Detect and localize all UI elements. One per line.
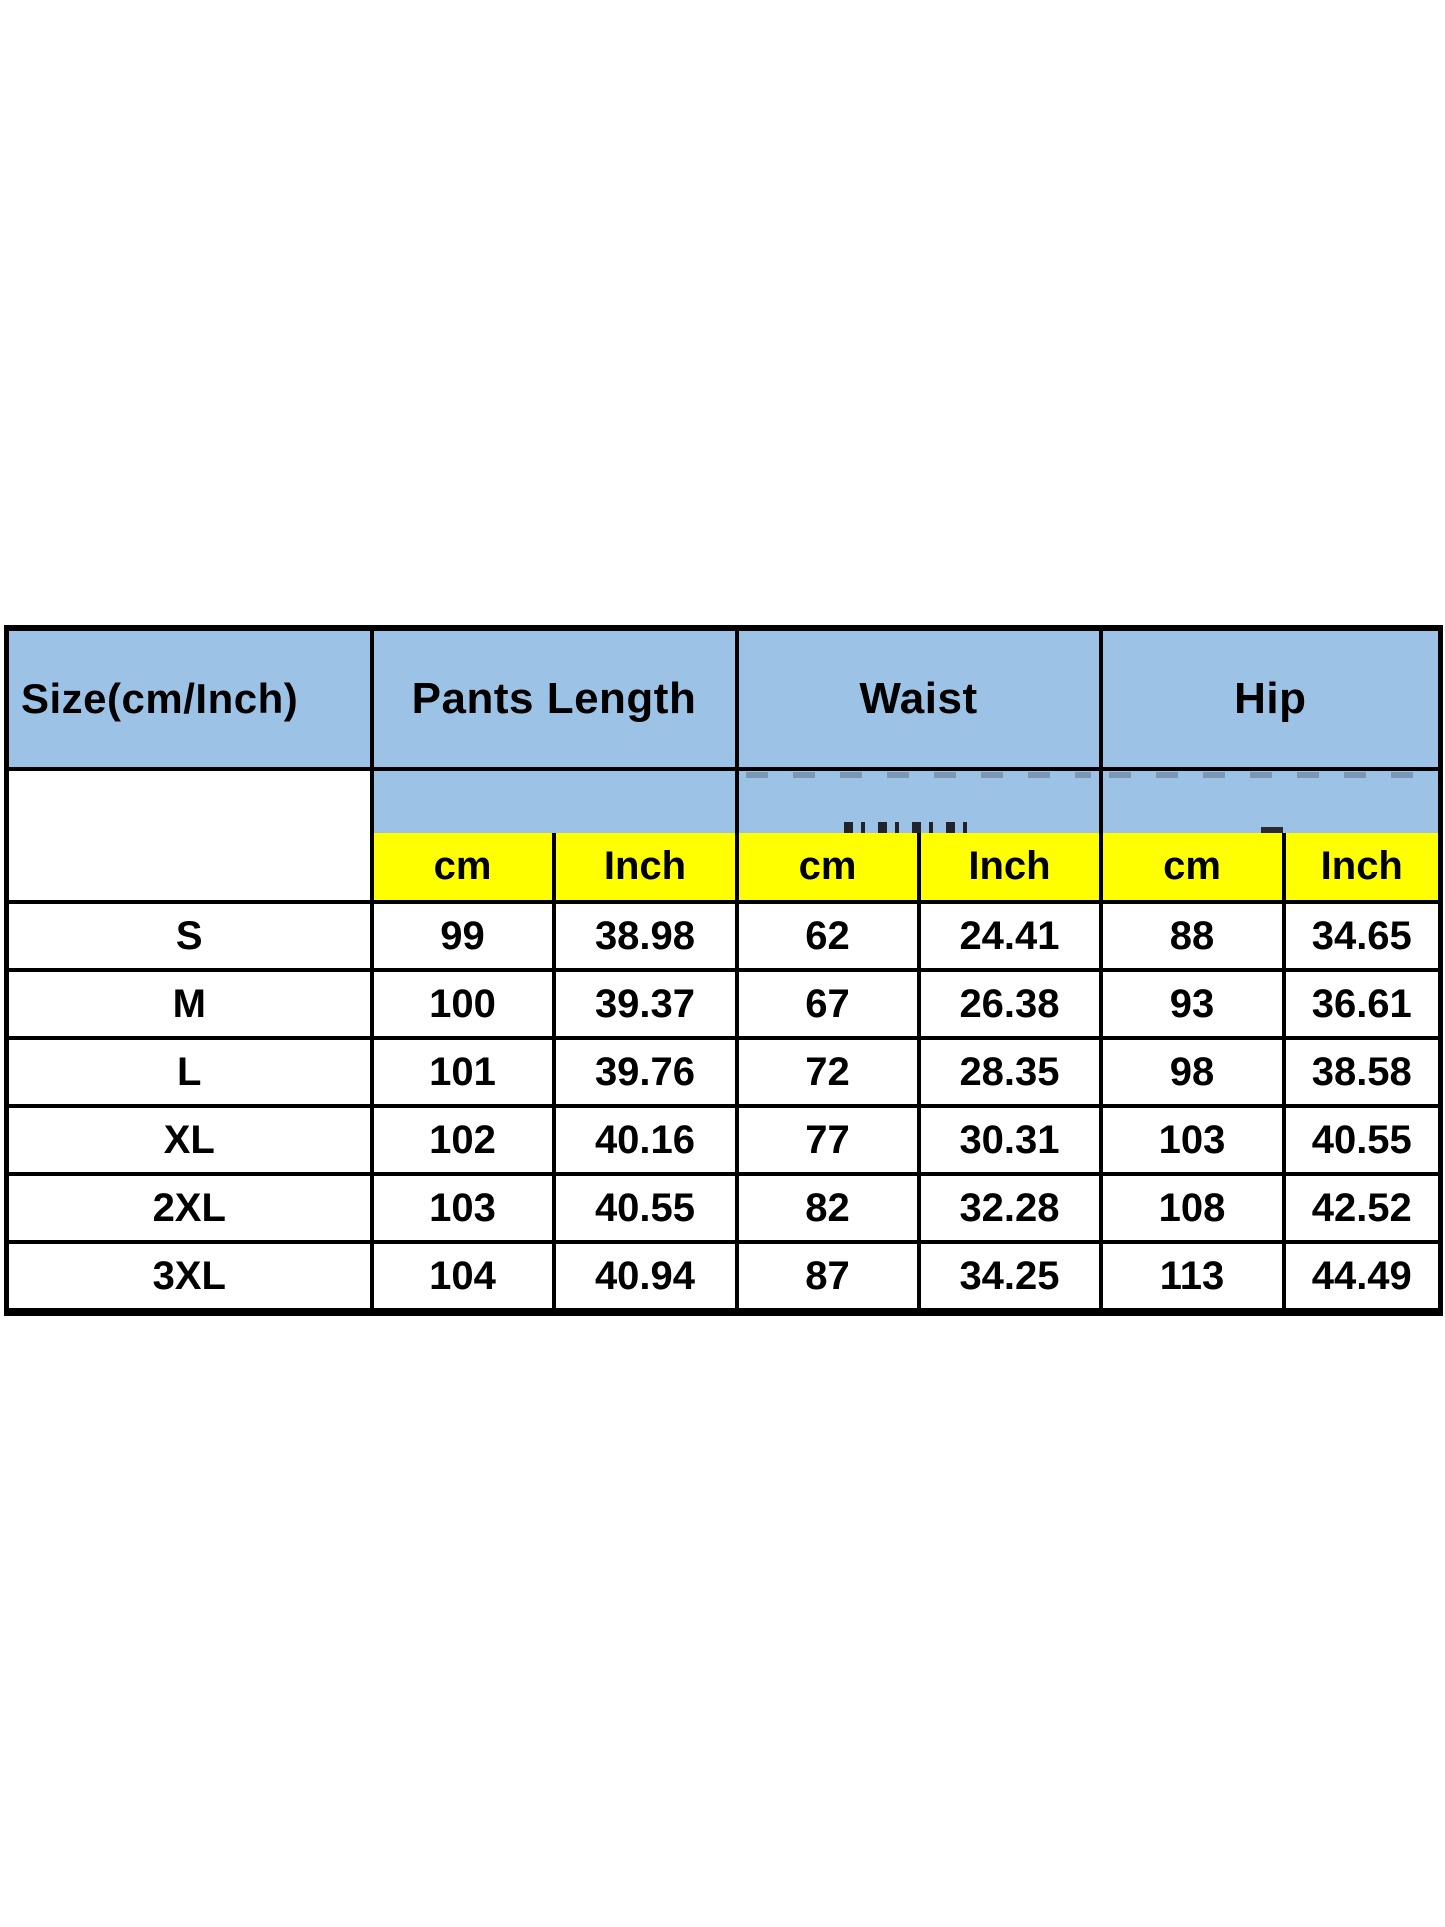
unit-cell-waist-cm: cm <box>734 833 921 904</box>
clipped-text-artifact <box>1260 827 1283 833</box>
value-cell: 67 <box>734 968 921 1040</box>
value-cell: 108 <box>1098 1172 1286 1244</box>
size-cell: S <box>4 900 374 972</box>
blue-band-hip <box>1098 767 1443 833</box>
size-header-cell: Size(cm/Inch) <box>4 626 374 771</box>
unit-cell-hip-cm: cm <box>1098 833 1286 904</box>
value-cell: 101 <box>369 1036 556 1108</box>
size-cell: XL <box>4 1104 374 1176</box>
group-header-hip: Hip <box>1098 626 1443 771</box>
unit-cell-hip-inch: Inch <box>1282 833 1443 904</box>
clipped-text-artifact <box>843 822 969 833</box>
value-cell: 38.98 <box>552 900 739 972</box>
value-cell: 93 <box>1098 968 1286 1040</box>
size-cell: L <box>4 1036 374 1108</box>
value-cell: 98 <box>1098 1036 1286 1108</box>
value-cell: 103 <box>1098 1104 1286 1176</box>
blue-band-waist <box>734 767 1103 833</box>
unit-cell-pants-inch: Inch <box>552 833 739 904</box>
value-cell: 100 <box>369 968 556 1040</box>
value-cell: 87 <box>734 1240 921 1314</box>
table-row-l: L 101 39.76 72 28.35 98 38.58 <box>4 1036 1443 1108</box>
compression-smudge <box>1109 773 1432 778</box>
value-cell: 82 <box>734 1172 921 1244</box>
value-cell: 30.31 <box>917 1104 1103 1176</box>
value-cell: 99 <box>369 900 556 972</box>
value-cell: 104 <box>369 1240 556 1314</box>
value-cell: 42.52 <box>1282 1172 1443 1244</box>
value-cell: 26.38 <box>917 968 1103 1040</box>
value-cell: 28.35 <box>917 1036 1103 1108</box>
blue-band-pants-length <box>369 767 739 833</box>
value-cell: 113 <box>1098 1240 1286 1314</box>
value-cell: 36.61 <box>1282 968 1443 1040</box>
value-cell: 103 <box>369 1172 556 1244</box>
compression-smudge <box>745 773 1092 778</box>
value-cell: 40.16 <box>552 1104 739 1176</box>
value-cell: 32.28 <box>917 1172 1103 1244</box>
value-cell: 34.65 <box>1282 900 1443 972</box>
group-header-pants-length: Pants Length <box>369 626 739 771</box>
value-cell: 72 <box>734 1036 921 1108</box>
size-cell: M <box>4 968 374 1040</box>
value-cell: 34.25 <box>917 1240 1103 1314</box>
value-cell: 24.41 <box>917 900 1103 972</box>
value-cell: 40.55 <box>1282 1104 1443 1176</box>
table-row-m: M 100 39.37 67 26.38 93 36.61 <box>4 968 1443 1040</box>
value-cell: 40.55 <box>552 1172 739 1244</box>
table-row-s: S 99 38.98 62 24.41 88 34.65 <box>4 900 1443 972</box>
size-cell: 3XL <box>4 1240 374 1314</box>
size-cell: 2XL <box>4 1172 374 1244</box>
value-cell: 77 <box>734 1104 921 1176</box>
table-row-xl: XL 102 40.16 77 30.31 103 40.55 <box>4 1104 1443 1176</box>
unit-header-row: cm Inch cm Inch cm Inch <box>7 833 1443 904</box>
group-header-waist: Waist <box>734 626 1103 771</box>
unit-cell-waist-inch: Inch <box>917 833 1103 904</box>
value-cell: 88 <box>1098 900 1286 972</box>
value-cell: 102 <box>369 1104 556 1176</box>
size-chart-table: Size(cm/Inch) Pants Length Waist Hip cm … <box>4 625 1444 1316</box>
table-row-3xl: 3XL 104 40.94 87 34.25 113 44.49 <box>4 1240 1443 1314</box>
empty-cell-under-size-header <box>4 767 374 902</box>
value-cell: 39.37 <box>552 968 739 1040</box>
value-cell: 40.94 <box>552 1240 739 1314</box>
table-row-2xl: 2XL 103 40.55 82 32.28 108 42.52 <box>4 1172 1443 1244</box>
header-row: Size(cm/Inch) Pants Length Waist Hip <box>4 626 1443 771</box>
value-cell: 39.76 <box>552 1036 739 1108</box>
blue-band-row <box>4 767 1443 902</box>
value-cell: 44.49 <box>1282 1240 1443 1314</box>
unit-cell-pants-cm: cm <box>369 833 556 904</box>
value-cell: 62 <box>734 900 921 972</box>
value-cell: 38.58 <box>1282 1036 1443 1108</box>
